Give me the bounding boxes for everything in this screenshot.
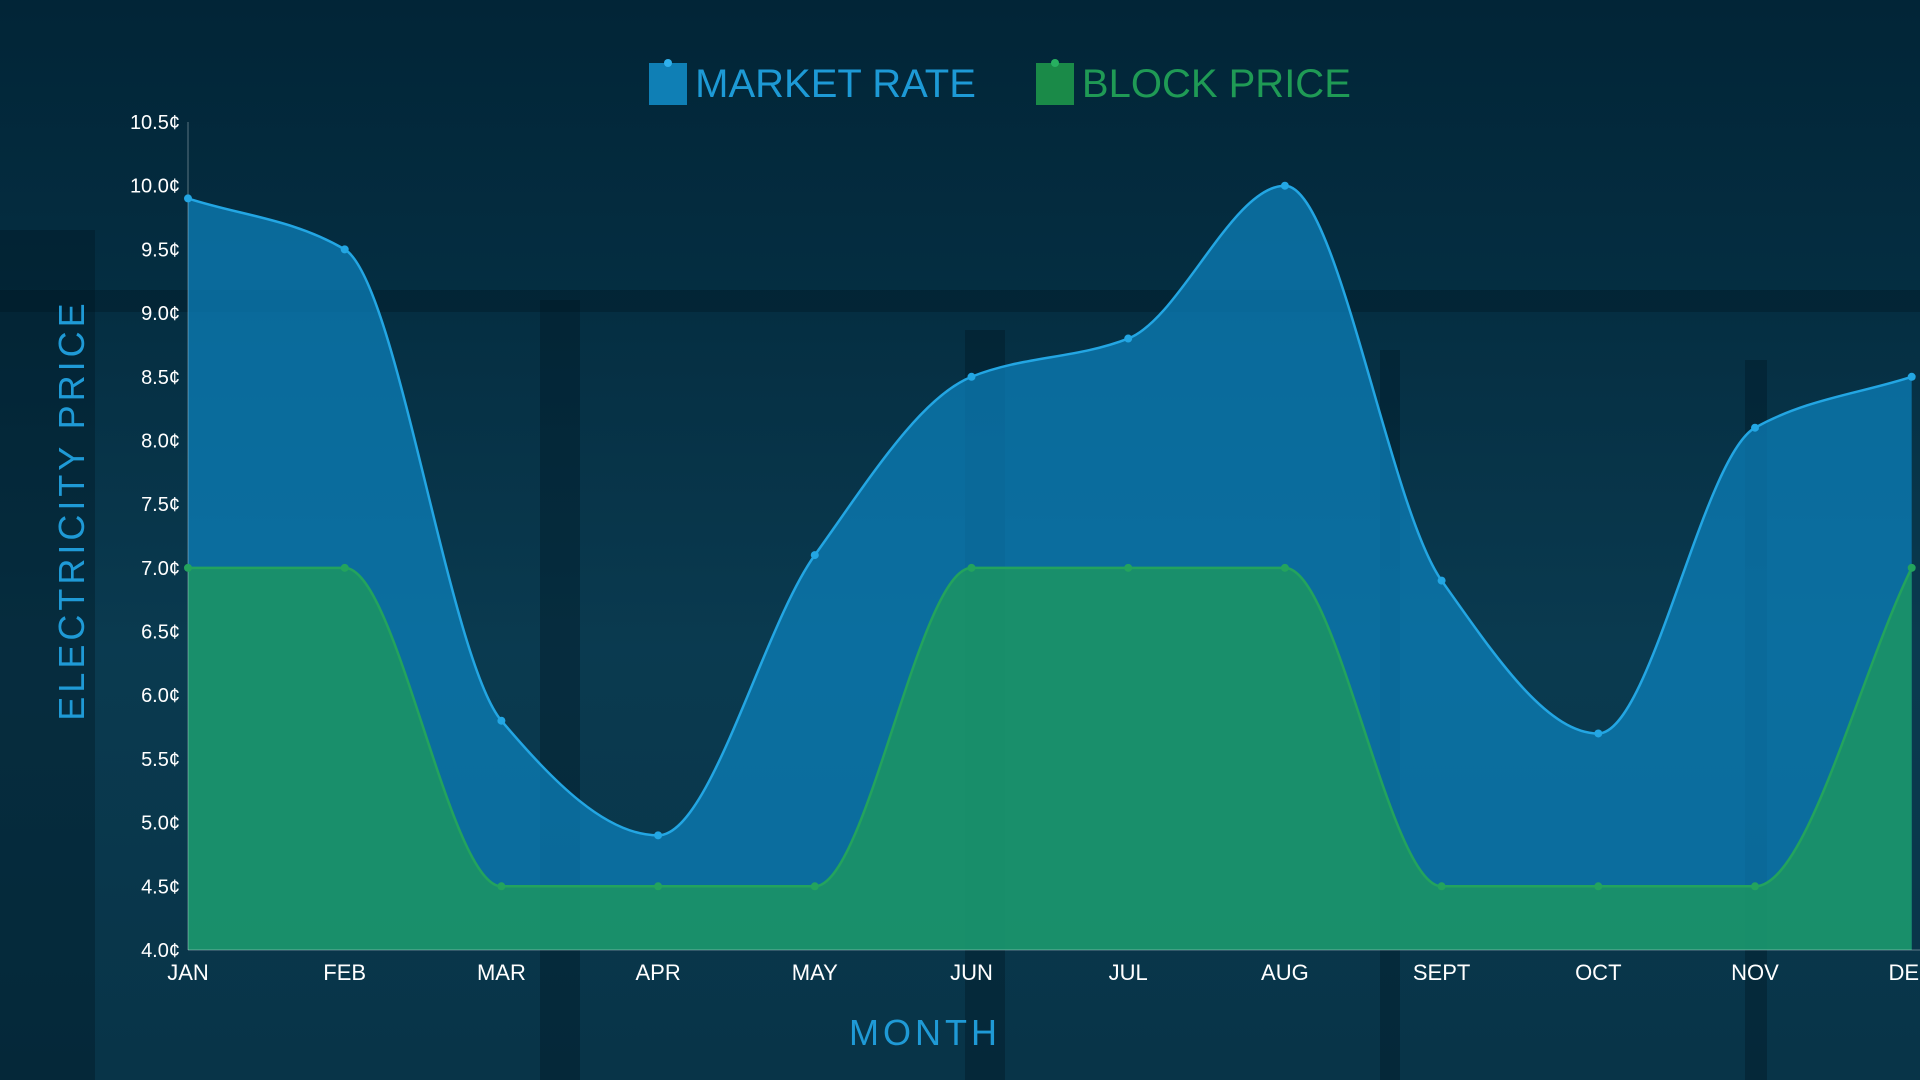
x-tick-label-jul: JUL	[1109, 960, 1148, 985]
window-frame-left	[0, 230, 95, 1080]
point-market-rate-oct[interactable]	[1594, 729, 1603, 738]
point-block-price-feb[interactable]	[340, 563, 349, 572]
point-market-rate-may[interactable]	[810, 551, 819, 560]
x-tick-label-oct: OCT	[1575, 960, 1621, 985]
point-block-price-jan[interactable]	[184, 563, 192, 572]
point-block-price-jun[interactable]	[967, 563, 976, 572]
legend-swatch-block-price	[1035, 59, 1074, 105]
point-block-price-sept[interactable]	[1437, 882, 1446, 891]
x-axis-title: MONTH	[849, 1012, 1001, 1053]
line-market-rate	[187, 184, 1913, 837]
point-market-rate-sept[interactable]	[1437, 576, 1446, 585]
point-market-rate-feb[interactable]	[340, 245, 349, 254]
x-tick-label-feb: FEB	[323, 960, 366, 985]
point-block-price-apr[interactable]	[654, 882, 663, 891]
y-tick-label: 5.0¢	[141, 813, 180, 835]
y-tick-label: 5.5¢	[141, 749, 180, 771]
area-block-price	[188, 567, 1912, 950]
chart-legend: MARKET RATE BLOCK PRICE	[0, 56, 1920, 112]
x-tick-label-sept: SEPT	[1413, 960, 1470, 985]
point-block-price-aug[interactable]	[1280, 563, 1289, 572]
y-tick-label: 9.0¢	[141, 303, 180, 325]
y-tick-label: 7.0¢	[141, 558, 180, 580]
x-tick-label-aug: AUG	[1261, 960, 1309, 985]
window-frame-horizontal	[0, 290, 1920, 312]
point-block-price-may[interactable]	[810, 882, 819, 891]
point-block-price-nov[interactable]	[1751, 882, 1759, 891]
point-block-price-jul[interactable]	[1124, 563, 1133, 572]
point-market-rate-mar[interactable]	[497, 716, 506, 725]
x-tick-label-jun: JUN	[950, 960, 993, 985]
y-axis-title: ELECTRICITY PRICE	[51, 299, 92, 721]
point-block-price-mar[interactable]	[497, 882, 506, 891]
y-tick-label: 6.0¢	[141, 685, 180, 707]
y-tick-labels: 4.0¢ 4.5¢ 5.0¢ 5.5¢ 6.0¢ 6.5¢ 7.0¢ 7.5¢ 8.0¢ 8.5¢…	[130, 112, 180, 962]
point-market-rate-jan[interactable]	[184, 194, 192, 203]
y-tick-label: 6.5¢	[141, 622, 180, 644]
y-tick-label: 4.0¢	[141, 940, 180, 962]
legend-item-block-price[interactable]: BLOCK PRICE	[1035, 59, 1351, 106]
line-block-price	[187, 566, 1913, 888]
x-tick-label-jan: JAN	[167, 960, 209, 985]
x-tick-label-may: MAY	[792, 960, 838, 985]
y-tick-label: 10.0¢	[130, 176, 180, 198]
y-tick-label: 8.5¢	[141, 367, 180, 389]
y-tick-label: 8.0¢	[141, 430, 180, 452]
x-tick-labels: JAN FEB MAR APR MAY JUN JUL AUG SEPT OCT NOV DEC	[167, 960, 1920, 985]
point-market-rate-jun[interactable]	[967, 372, 976, 381]
y-tick-label: 9.5¢	[141, 239, 180, 261]
chart-axes	[187, 122, 1920, 951]
point-block-price-dec[interactable]	[1907, 563, 1916, 572]
legend-swatch-market-rate	[649, 59, 688, 105]
y-tick-label: 4.5¢	[141, 876, 180, 898]
point-market-rate-dec[interactable]	[1907, 372, 1916, 381]
chart-areas	[187, 184, 1913, 950]
legend-item-market-rate[interactable]: MARKET RATE	[649, 59, 976, 106]
x-tick-label-dec: DEC	[1888, 960, 1920, 985]
x-tick-label-nov: NOV	[1731, 960, 1779, 985]
point-market-rate-apr[interactable]	[654, 831, 663, 840]
y-tick-label: 7.5¢	[141, 494, 180, 516]
point-market-rate-nov[interactable]	[1751, 423, 1759, 432]
point-block-price-oct[interactable]	[1594, 882, 1603, 891]
legend-label-market-rate: MARKET RATE	[695, 62, 976, 106]
x-tick-label-apr: APR	[635, 960, 680, 985]
legend-label-block-price: BLOCK PRICE	[1081, 62, 1351, 106]
chart-points	[184, 181, 1916, 891]
point-market-rate-aug[interactable]	[1280, 181, 1289, 190]
y-tick-label: 10.5¢	[130, 112, 180, 134]
x-tick-label-mar: MAR	[477, 960, 526, 985]
point-market-rate-jul[interactable]	[1124, 334, 1133, 343]
